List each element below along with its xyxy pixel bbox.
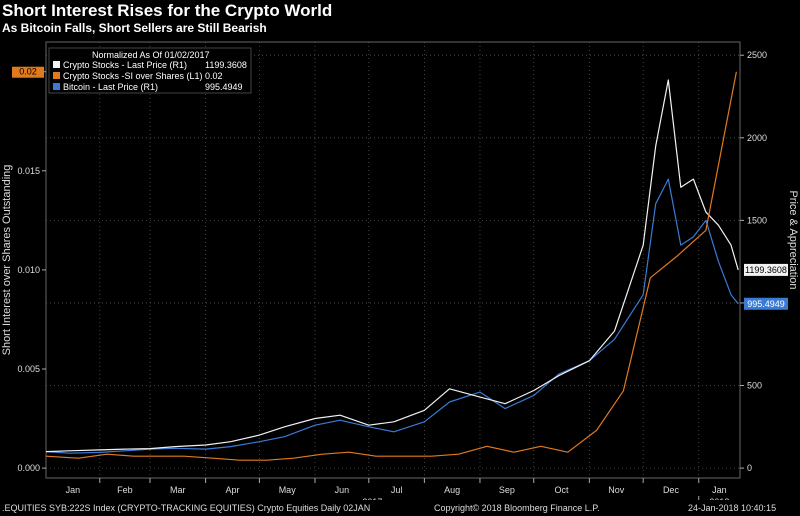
legend-swatch (53, 83, 60, 90)
right-axis-tick-label: 2000 (747, 133, 767, 143)
x-axis-tick-label: Nov (608, 485, 625, 495)
legend-box (48, 47, 252, 94)
right-axis-tick-label: 500 (747, 381, 762, 391)
right-axis-tick-label: 0 (747, 463, 752, 473)
x-axis-tick-label: Jun (335, 485, 350, 495)
right-axis-title: Price & Appreciation (787, 190, 799, 289)
right-axis-tick-label: 2500 (747, 50, 767, 60)
left-axis-tick-label: 0.005 (17, 364, 40, 374)
x-axis-tick-label: Mar (170, 485, 186, 495)
left-axis-tick-label: 0.015 (17, 166, 40, 176)
legend-header: Normalized As Of 01/02/2017 (92, 50, 210, 60)
series-line-0 (45, 71, 737, 461)
chart-title: Short Interest Rises for the Crypto Worl… (2, 1, 333, 20)
footer-timestamp: 24-Jan-2018 10:40:15 (688, 503, 777, 513)
footer-source: .EQUITIES SYB:222S Index (CRYPTO-TRACKIN… (2, 503, 371, 513)
right-axis-tick-label: 1500 (747, 215, 767, 225)
legend-entry-value: 1199.3608 (205, 60, 247, 70)
legend-entry-name: Crypto Stocks -SI over Shares (L1) (63, 71, 203, 81)
legend-entry-value: 0.02 (205, 71, 223, 81)
crypto-price-value-tag (744, 263, 788, 276)
x-axis-tick-label: Dec (663, 485, 680, 495)
x-axis-tick-label: Feb (117, 485, 133, 495)
series-lines (45, 71, 739, 461)
chart-canvas: 050010001500200025000.0000.0050.0100.015… (1, 41, 799, 500)
plot-frame (45, 41, 741, 479)
bitcoin-value-text: 995.4949 (747, 299, 785, 309)
x-axis-tick-label: Apr (225, 485, 239, 495)
axes: 050010001500200025000.0000.0050.0100.015… (1, 41, 799, 500)
value-tags: 0.02 1199.3608 995.4949 (12, 66, 788, 310)
series-line-1 (45, 79, 739, 453)
crypto-price-value-text: 1199.3608 (745, 265, 787, 275)
year-label: 2017 (362, 497, 382, 500)
x-axis-tick-label: May (279, 485, 297, 495)
left-axis-tick-label: 0.000 (17, 463, 40, 473)
x-axis-tick-label: Jan (712, 485, 727, 495)
footer-copyright: Copyright© 2018 Bloomberg Finance L.P. (434, 503, 600, 513)
series-line-2 (45, 178, 739, 454)
x-axis-tick-label: Oct (555, 485, 570, 495)
left-axis-tick-label: 0.010 (17, 265, 40, 275)
legend-entry-name: Bitcoin - Last Price (R1) (63, 82, 158, 92)
chart-subtitle: As Bitcoin Falls, Short Sellers are Stil… (2, 21, 267, 35)
legend-swatch (53, 72, 60, 79)
legend: Normalized As Of 01/02/2017 Crypto Stock… (48, 47, 252, 94)
x-axis-tick-label: Jul (391, 485, 403, 495)
short-interest-value-tag (12, 66, 44, 78)
x-axis-tick-label: Sep (499, 485, 515, 495)
bitcoin-value-tag (744, 297, 788, 310)
x-axis-tick-label: Jan (66, 485, 81, 495)
legend-entry-value: 995.4949 (205, 82, 243, 92)
left-axis-title: Short Interest over Shares Outstanding (1, 165, 13, 356)
legend-entry-name: Crypto Stocks - Last Price (R1) (63, 60, 187, 70)
x-axis-tick-label: Aug (444, 485, 460, 495)
short-interest-value-text: 0.02 (19, 67, 37, 77)
grid-lines (46, 42, 740, 478)
legend-swatch (53, 61, 60, 68)
year-label: 2018 (709, 497, 729, 500)
